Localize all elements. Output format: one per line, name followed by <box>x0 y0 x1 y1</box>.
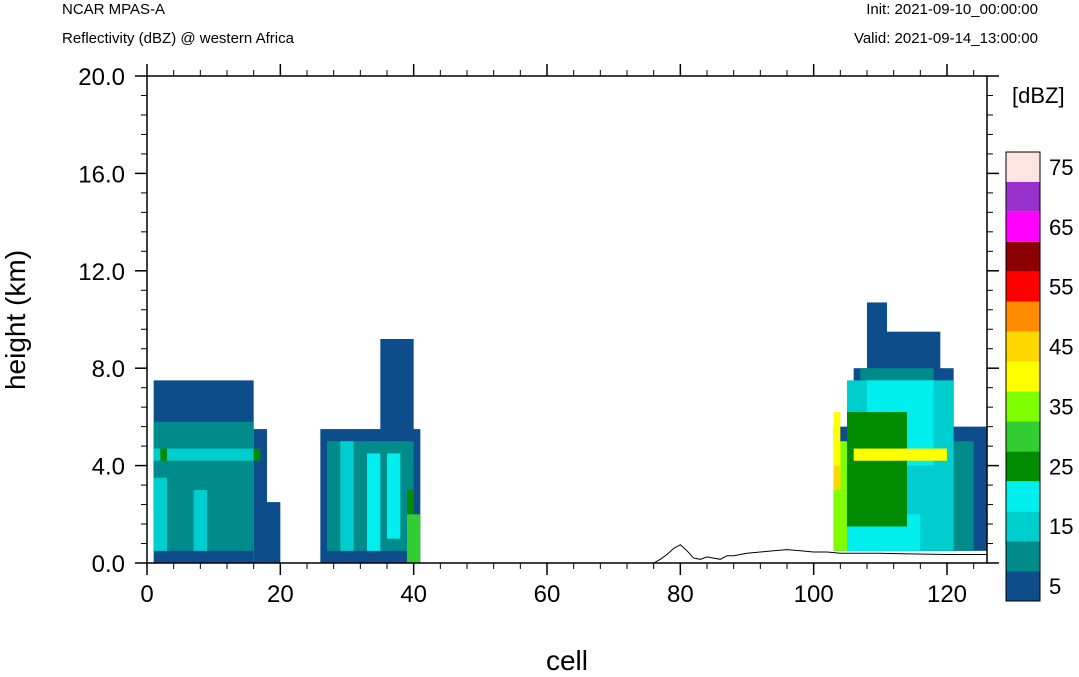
reflectivity-cell-30 <box>833 465 841 490</box>
colorbar-swatch-35 <box>1006 391 1040 422</box>
y-tick-label: 16.0 <box>78 161 125 188</box>
field-title: Reflectivity (dBZ) @ western Africa <box>62 30 294 47</box>
x-tick-label: 80 <box>667 581 694 608</box>
reflectivity-cell-9 <box>253 448 261 461</box>
colorbar-swatch-30 <box>1006 421 1040 452</box>
colorbar-swatch-70 <box>1006 181 1040 212</box>
x-tick-label: 100 <box>794 581 834 608</box>
reflectivity-cell-2 <box>267 502 281 563</box>
colorbar-tick-label: 5 <box>1049 574 1061 599</box>
terrain-profile <box>147 544 987 563</box>
reflectivity-cell-5 <box>153 477 167 551</box>
init-time: Init: 2021-09-10_00:00:00 <box>866 1 1038 18</box>
colorbar-tick-label: 75 <box>1049 155 1073 180</box>
y-tick-label: 12.0 <box>78 259 125 286</box>
colorbar-swatch-65 <box>1006 211 1040 242</box>
valid-time: Valid: 2021-09-14_13:00:00 <box>853 30 1038 47</box>
y-tick-label: 8.0 <box>92 356 125 383</box>
x-tick-label: 20 <box>267 581 294 608</box>
reflectivity-cell-21 <box>867 302 887 369</box>
colorbar-swatch-55 <box>1006 271 1040 302</box>
x-tick-label: 40 <box>400 581 427 608</box>
reflectivity-cell-11 <box>380 338 414 442</box>
y-tick-label: 0.0 <box>92 551 125 578</box>
colorbar: 5 15 25 35 45 55 65 75 <box>1005 151 1073 602</box>
reflectivity-cell-7 <box>153 448 254 461</box>
colorbar-swatch-60 <box>1006 241 1040 272</box>
reflectivity-cells <box>153 302 987 563</box>
colorbar-swatch-10 <box>1006 541 1040 572</box>
reflectivity-cell-31 <box>853 448 947 461</box>
colorbar-tick-label: 25 <box>1049 454 1073 479</box>
colorbar-swatch-5 <box>1006 571 1040 601</box>
colorbar-swatch-40 <box>1006 361 1040 392</box>
reflectivity-cell-13 <box>340 441 354 551</box>
reflectivity-cell-27 <box>847 412 907 527</box>
reflectivity-cell-29 <box>833 412 841 478</box>
axis-tick-labels: 0 20 40 60 80 100 120 0.0 4.0 8.0 12.0 16.0 20.0 <box>78 64 967 608</box>
plot-frame <box>146 75 988 564</box>
y-axis-title: height (km) <box>0 250 31 390</box>
colorbar-frame <box>1005 151 1041 602</box>
x-axis-title: cell <box>546 645 588 676</box>
y-tick-label: 20.0 <box>78 64 125 91</box>
colorbar-tick-label: 65 <box>1049 215 1073 240</box>
colorbar-swatch-15 <box>1006 511 1040 542</box>
reflectivity-cell-14 <box>367 453 381 551</box>
reflectivity-cell-8 <box>160 448 167 461</box>
colorbar-swatch-20 <box>1006 481 1040 512</box>
x-tick-label: 60 <box>534 581 561 608</box>
reflectivity-cell-17 <box>407 514 421 563</box>
reflectivity-cell-1 <box>253 429 267 563</box>
model-title: NCAR MPAS-A <box>62 1 166 18</box>
colorbar-tick-label: 45 <box>1049 335 1073 360</box>
colorbar-swatch-75 <box>1006 152 1040 182</box>
colorbar-swatch-50 <box>1006 301 1040 332</box>
colorbar-unit-label: [dBZ] <box>1012 83 1065 108</box>
x-tick-label: 0 <box>140 581 153 608</box>
axis-ticks <box>135 64 999 575</box>
y-tick-label: 4.0 <box>92 454 125 481</box>
colorbar-tick-label: 15 <box>1049 514 1073 539</box>
colorbar-swatch-45 <box>1006 331 1040 362</box>
colorbar-swatch-25 <box>1006 451 1040 482</box>
reflectivity-cell-15 <box>387 453 401 539</box>
terrain-line <box>147 544 987 563</box>
reflectivity-cell-6 <box>193 489 207 551</box>
colorbar-tick-label: 35 <box>1049 394 1073 419</box>
colorbar-tick-label: 55 <box>1049 275 1073 300</box>
x-tick-label: 120 <box>927 581 967 608</box>
